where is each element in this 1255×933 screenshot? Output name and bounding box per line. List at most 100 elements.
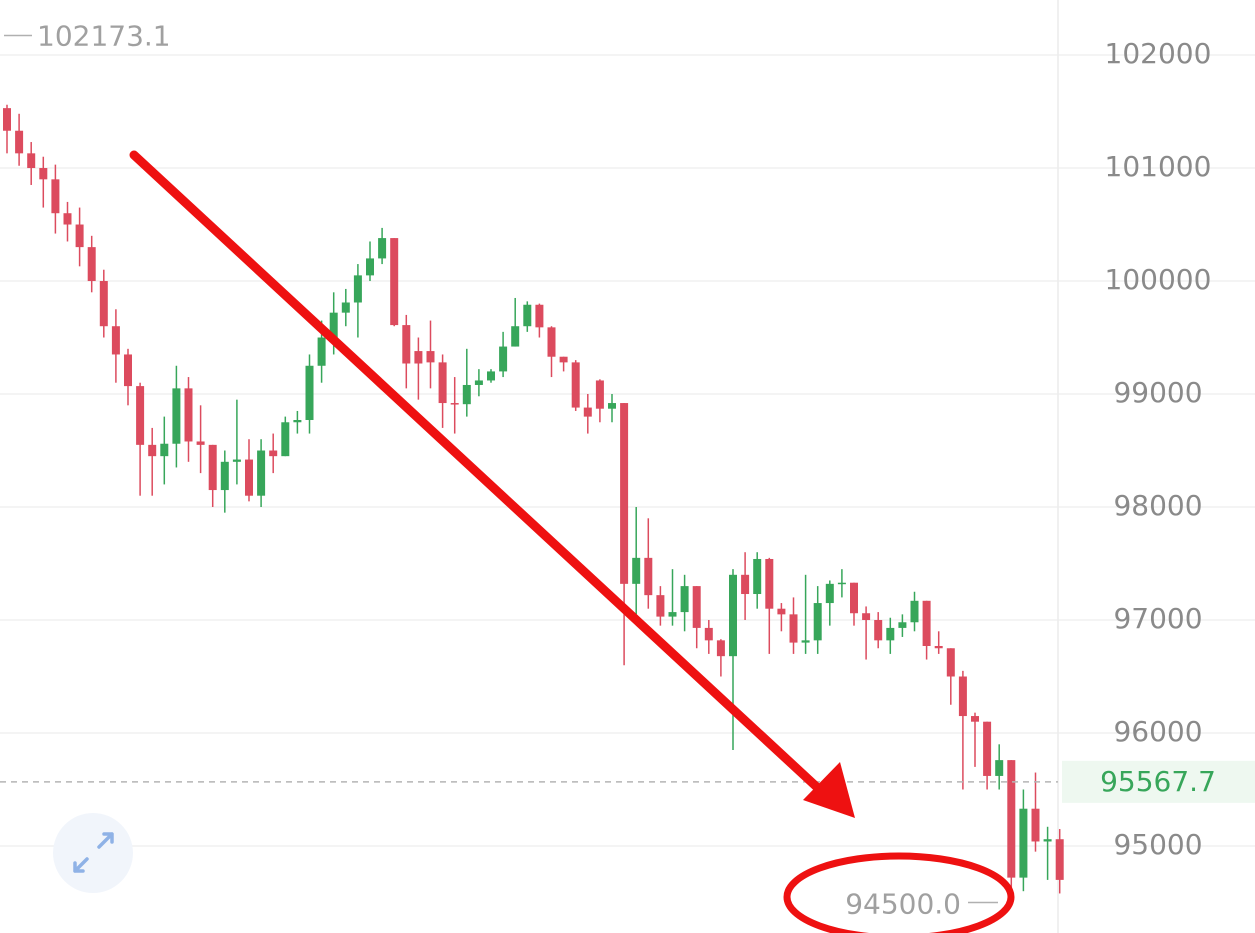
candle-body — [450, 403, 459, 405]
candle-body — [874, 620, 883, 641]
candle-body — [741, 574, 750, 595]
candle-body — [777, 608, 786, 615]
candle-body — [729, 574, 737, 657]
candle-body — [317, 337, 326, 366]
candle-body — [608, 403, 616, 409]
candle-body — [124, 354, 132, 387]
max-marker-label: 102173.1 — [37, 19, 171, 52]
candles — [3, 104, 1064, 903]
candle-body — [680, 586, 689, 613]
candle-body — [704, 627, 713, 641]
candle-body — [971, 716, 979, 722]
candle-body — [1055, 839, 1064, 880]
y-tick-label: 96000 — [1113, 715, 1202, 748]
candle-body — [15, 130, 24, 154]
candle-body — [668, 612, 677, 617]
candle-body — [511, 326, 520, 347]
grid — [0, 54, 1255, 847]
candle-body — [862, 613, 871, 621]
candle-body — [620, 403, 629, 584]
candle-body — [1031, 808, 1040, 842]
candle-body — [716, 640, 725, 657]
expand-button-bg[interactable] — [53, 813, 133, 893]
candle-body — [922, 600, 931, 646]
candle-body — [87, 247, 96, 282]
candle-body — [426, 351, 435, 363]
candle-body — [499, 346, 508, 372]
candle-body — [850, 582, 858, 614]
candle-body — [1019, 808, 1028, 878]
y-tick-label: 101000 — [1105, 150, 1212, 183]
candle-body — [946, 648, 955, 677]
candle-body — [692, 586, 701, 628]
candle-body — [160, 443, 169, 457]
y-tick-label: 95000 — [1113, 828, 1202, 861]
candle-body — [39, 168, 48, 180]
candle-body — [523, 304, 532, 327]
min-marker-label: 94500.0 — [845, 887, 961, 920]
candle-body — [765, 558, 774, 609]
candle-body — [245, 459, 253, 496]
candle-body — [789, 614, 798, 643]
candle-body — [414, 351, 423, 364]
candle-body — [934, 645, 943, 649]
candle-body — [293, 420, 302, 423]
candle-body — [474, 380, 483, 385]
y-tick-label: 98000 — [1113, 489, 1202, 522]
candle-body — [462, 384, 471, 405]
candle-body — [184, 388, 193, 442]
candle-body — [402, 325, 411, 364]
candle-body — [136, 386, 145, 445]
candle-body — [438, 362, 447, 404]
candle-body — [898, 622, 907, 628]
candle-body — [1007, 760, 1016, 878]
candle-body — [111, 326, 120, 355]
candle-body — [281, 422, 290, 457]
candle-body — [220, 461, 229, 491]
candle-body — [27, 153, 36, 169]
labels: 95000 96000 97000 98000 99000 100000 101000 102… — [0, 19, 1255, 920]
last-price-box — [1062, 760, 1255, 803]
expand-button[interactable] — [53, 813, 133, 893]
candle-body — [75, 224, 84, 248]
candle-body — [208, 444, 217, 491]
candle-body — [232, 459, 241, 462]
candle-body — [99, 281, 108, 327]
candle-body — [632, 557, 641, 584]
y-tick-label: 99000 — [1113, 376, 1202, 409]
candle-body — [995, 760, 1004, 776]
candle-body — [595, 380, 604, 409]
candle-body — [487, 371, 495, 381]
candle-body — [825, 583, 834, 604]
candle-body — [305, 365, 314, 421]
arrow-head — [803, 762, 855, 818]
candle-body — [366, 258, 374, 276]
candle-body — [269, 450, 278, 457]
candle-body — [257, 450, 266, 496]
y-tick-label: 100000 — [1105, 263, 1212, 296]
candle-body — [958, 676, 967, 717]
candle-body — [172, 388, 181, 444]
candle-body — [1043, 839, 1052, 842]
trend-arrow — [129, 150, 825, 795]
highlight-ellipse — [783, 852, 1015, 933]
candle-body — [910, 600, 919, 623]
candle-body — [753, 558, 762, 595]
candle-body — [341, 302, 350, 313]
candle-body — [801, 640, 810, 643]
candle-body — [63, 213, 72, 225]
expand-icon[interactable] — [73, 832, 114, 873]
candle-body — [535, 304, 544, 328]
candle-body — [390, 238, 399, 326]
candle-body — [656, 595, 665, 617]
y-tick-label: 97000 — [1113, 602, 1202, 635]
candle-body — [547, 327, 556, 357]
candle-body — [886, 627, 895, 641]
candle-body — [196, 441, 205, 445]
candle-body — [983, 721, 992, 776]
candle-body — [3, 108, 11, 131]
last-price-label: 95567.7 — [1100, 765, 1216, 798]
candle-body — [837, 582, 846, 585]
